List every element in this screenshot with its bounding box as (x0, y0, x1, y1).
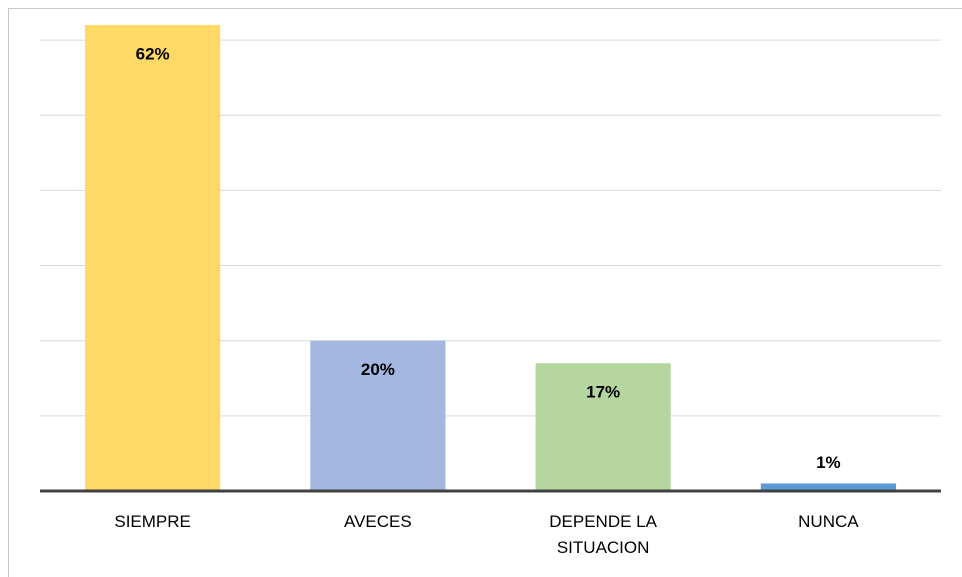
data-label: 1% (816, 453, 841, 472)
chart-frame (8, 8, 962, 577)
bar (760, 483, 896, 491)
x-tick-label: AVECES (344, 512, 412, 531)
data-label: 62% (136, 45, 170, 64)
bar (535, 363, 671, 491)
x-tick-label: NUNCA (798, 512, 859, 531)
x-tick-label: SIEMPRE (114, 512, 191, 531)
data-label: 20% (361, 360, 395, 379)
bar (310, 340, 446, 491)
data-label: 17% (586, 383, 620, 402)
bar (85, 25, 221, 491)
x-tick-label: DEPENDE LA SITUACION (549, 512, 657, 557)
